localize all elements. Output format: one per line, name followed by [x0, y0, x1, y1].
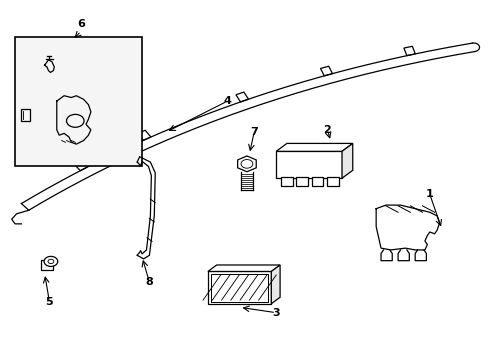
Bar: [210, 274, 268, 302]
Text: 4: 4: [223, 96, 231, 106]
Polygon shape: [341, 143, 352, 178]
Bar: [296, 177, 307, 186]
FancyBboxPatch shape: [15, 37, 142, 166]
Text: 3: 3: [272, 308, 280, 318]
Circle shape: [44, 256, 58, 266]
Polygon shape: [237, 156, 256, 172]
Bar: [311, 177, 323, 186]
Bar: [41, 260, 53, 270]
Bar: [281, 177, 292, 186]
Text: 5: 5: [45, 297, 53, 307]
Polygon shape: [276, 143, 352, 151]
Bar: [21, 109, 30, 121]
Bar: [276, 151, 341, 178]
Bar: [326, 177, 338, 186]
Text: 2: 2: [323, 125, 330, 135]
Text: 7: 7: [250, 127, 258, 136]
Text: 1: 1: [425, 189, 433, 199]
Text: 6: 6: [77, 19, 85, 29]
Bar: [207, 271, 271, 304]
Polygon shape: [207, 265, 280, 271]
Polygon shape: [271, 265, 280, 304]
Text: 8: 8: [145, 277, 153, 287]
